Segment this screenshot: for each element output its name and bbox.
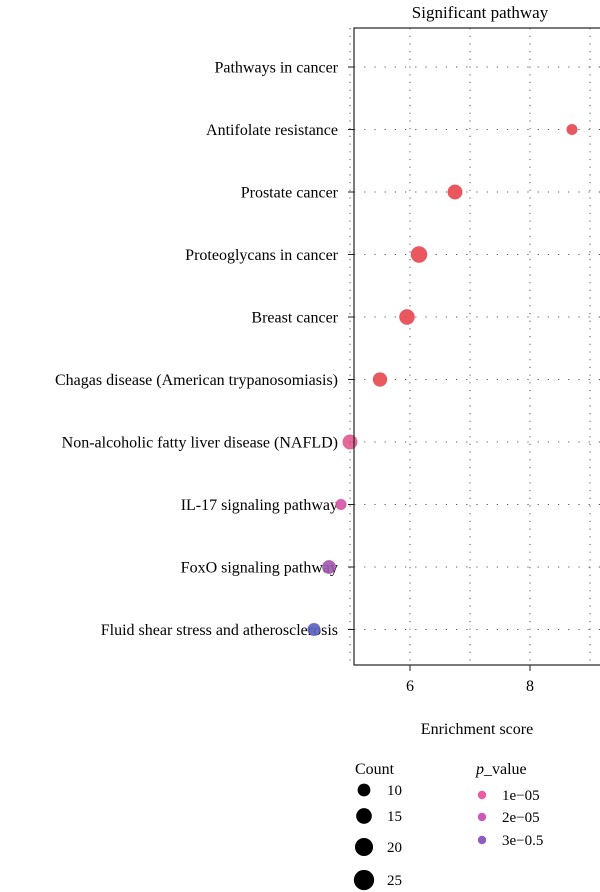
legend-count: Count 10 15 20 25	[353, 761, 402, 891]
data-point	[399, 309, 415, 325]
data-point	[321, 559, 337, 575]
y-tick-label: Proteoglycans in cancer	[185, 247, 339, 264]
legend-count-label: 10	[387, 783, 402, 799]
y-tick-label: Antifolate resistance	[206, 122, 338, 139]
y-tick-label: Prostate cancer	[241, 185, 339, 202]
legend-pvalue-label: 1e−05	[502, 788, 540, 804]
y-tick-label: Pathways in cancer	[214, 60, 338, 77]
data-point	[342, 434, 358, 450]
legend-count-marker	[356, 808, 372, 824]
x-tick-label: 6	[406, 678, 414, 695]
data-points	[307, 123, 578, 637]
legend-pvalue-marker	[477, 790, 487, 800]
data-point	[335, 498, 347, 511]
gridlines	[349, 28, 600, 665]
legend-count-marker	[354, 837, 374, 857]
y-tick-label: IL-17 signaling pathway	[181, 497, 338, 514]
data-point	[307, 622, 321, 637]
legend-pvalue-label: 2e−05	[502, 810, 540, 826]
legend-count-label: 15	[387, 809, 402, 825]
data-point	[410, 246, 428, 263]
y-tick-label: FoxO signaling pathway	[181, 560, 338, 577]
x-axis-title: Enrichment score	[421, 721, 533, 738]
y-tick-labels: Pathways in cancer Antifolate resistance P…	[55, 60, 339, 640]
legend-pvalue: p_value 1e−05 2e−05 3e−0.5	[475, 761, 543, 849]
legend-pvalue-title: p_value	[475, 761, 527, 778]
legend-pvalue-marker	[477, 812, 487, 822]
legend-count-title: Count	[355, 761, 395, 778]
y-tick-label: Chagas disease (American trypanosomiasis…	[55, 372, 338, 389]
x-tick-label: 8	[526, 678, 534, 695]
legend-count-label: 20	[387, 840, 402, 856]
chart-title: Significant pathway	[412, 3, 549, 22]
x-tick-labels: 681012	[406, 678, 534, 695]
y-tick-label: Fluid shear stress and atherosclerosis	[101, 622, 338, 639]
legend-count-marker	[357, 783, 371, 797]
data-point	[566, 123, 578, 136]
axis-ticks	[348, 66, 531, 671]
legend-count-marker	[353, 869, 375, 891]
legend-pvalue-label: 3e−0.5	[502, 833, 543, 849]
y-tick-label: Breast cancer	[251, 310, 338, 327]
data-point	[372, 372, 388, 387]
legend-count-label: 25	[387, 873, 402, 889]
y-tick-label: Non-alcoholic fatty liver disease (NAFLD…	[62, 435, 338, 452]
plot-panel-border	[353, 27, 600, 666]
data-point	[447, 184, 463, 200]
legend-pvalue-marker	[477, 835, 487, 845]
